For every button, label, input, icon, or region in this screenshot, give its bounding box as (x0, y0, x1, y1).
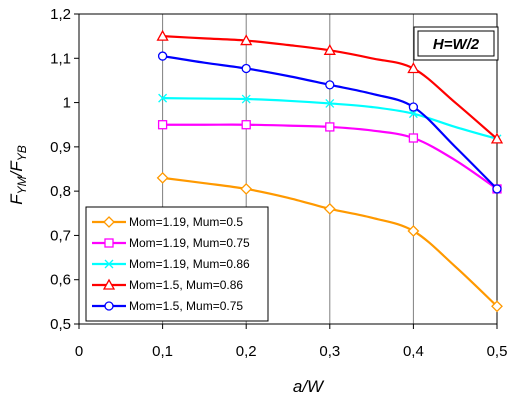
x-tick-label: 0 (75, 343, 83, 360)
data-point (241, 120, 251, 130)
triangle-marker (323, 43, 336, 55)
diamond-marker (407, 225, 420, 237)
y-axis-title: FYM/FYB (7, 145, 29, 205)
data-point (408, 133, 419, 143)
y-axis-title-sub1: YM (15, 176, 29, 194)
legend-label: Mom=1.5, Mum=0.75 (129, 299, 243, 313)
y-tick-label: 0,5 (50, 316, 71, 333)
diamond-marker (323, 202, 336, 215)
circle-marker (492, 184, 502, 194)
y-tick-label: 0,8 (50, 183, 71, 200)
x-axis-title: a/W (293, 377, 325, 396)
y-axis-title-sep: /F (7, 160, 26, 178)
data-point (323, 43, 336, 55)
circle-marker (157, 51, 168, 61)
data-point (157, 51, 168, 61)
circle-marker (408, 102, 419, 112)
data-point (325, 80, 335, 90)
series-5 (157, 51, 502, 194)
square-marker (157, 120, 168, 130)
legend: Mom=1.19, Mum=0.5 Mom=1.19, Mum=0.75 Mom=1… (85, 206, 269, 322)
square-marker (241, 120, 251, 130)
legend-label: Mom=1.19, Mum=0.75 (129, 236, 250, 250)
data-point (408, 102, 419, 112)
triangle-marker (240, 34, 253, 46)
diamond-marker (103, 216, 115, 228)
y-tick-label: 1,1 (50, 50, 71, 67)
plot-area-frame (78, 13, 498, 325)
y-axis-title-main: F (7, 193, 26, 205)
x-tick-label: 0,4 (403, 343, 424, 360)
data-point (156, 171, 169, 184)
data-point (158, 93, 168, 103)
circle-marker (104, 301, 114, 311)
data-point (240, 34, 253, 46)
square-marker (408, 133, 419, 143)
y-tick-label: 0,6 (50, 272, 71, 289)
x-tick-label: 0,3 (319, 343, 340, 360)
data-point (325, 98, 335, 108)
legend-label: Mom=1.19, Mum=0.5 (129, 215, 243, 229)
series-1 (156, 171, 503, 313)
diamond-marker (491, 300, 503, 313)
diamond-marker (240, 183, 253, 195)
y-tick-label: 0,9 (50, 139, 71, 156)
y-tick-label: 1 (63, 95, 71, 112)
triangle-marker (156, 29, 169, 41)
data-point (492, 184, 502, 194)
axis-ticks: 0 0,1 0,2 0,3 0,4 0,5 0,5 0,6 0,7 0,8 0,9 1 1,1 1,2 (50, 6, 507, 360)
series-4 (156, 29, 504, 144)
triangle-marker (102, 278, 116, 290)
x-tick-label: 0,2 (236, 343, 257, 360)
annotation-text: H=W/2 (433, 36, 480, 53)
data-point (490, 132, 504, 144)
legend-item: Mom=1.19, Mum=0.86 (92, 257, 250, 271)
data-point (240, 183, 253, 195)
x-marker-stroke (325, 98, 335, 108)
data-point (325, 122, 335, 132)
x-tick-label: 0,1 (152, 343, 173, 360)
legend-item: Mom=1.19, Mum=0.5 (92, 215, 243, 229)
annotation-box: H=W/2 (413, 26, 499, 61)
series-layer (156, 29, 504, 313)
legend-item: Mom=1.19, Mum=0.75 (92, 236, 250, 250)
legend-label: Mom=1.19, Mum=0.86 (129, 257, 250, 271)
x-tick-label: 0,5 (487, 343, 508, 360)
legend-item: Mom=1.5, Mum=0.75 (92, 299, 243, 313)
data-point (241, 94, 251, 104)
circle-marker (325, 80, 335, 90)
legend-label: Mom=1.5, Mum=0.86 (129, 278, 243, 292)
triangle-marker (490, 132, 504, 144)
data-point (323, 202, 336, 215)
square-marker (325, 122, 335, 132)
data-point (491, 300, 503, 313)
x-marker-stroke (241, 94, 251, 104)
annotation-box-inner (417, 30, 495, 57)
x-marker-stroke (408, 109, 418, 119)
square-marker (104, 238, 114, 248)
y-axis-title-sub2: YB (15, 145, 29, 161)
diamond-marker (156, 171, 169, 184)
data-point (156, 29, 169, 41)
x-marker-stroke (104, 259, 114, 269)
x-marker-stroke (158, 93, 168, 103)
legend-item: Mom=1.5, Mum=0.86 (92, 278, 243, 292)
triangle-marker (407, 62, 420, 74)
data-point (157, 120, 168, 130)
y-tick-label: 0,7 (50, 227, 71, 244)
data-point (407, 62, 420, 74)
data-point (408, 109, 418, 119)
circle-marker (241, 63, 251, 74)
data-point (407, 225, 420, 237)
data-point (241, 63, 251, 74)
y-tick-label: 1,2 (50, 6, 71, 23)
